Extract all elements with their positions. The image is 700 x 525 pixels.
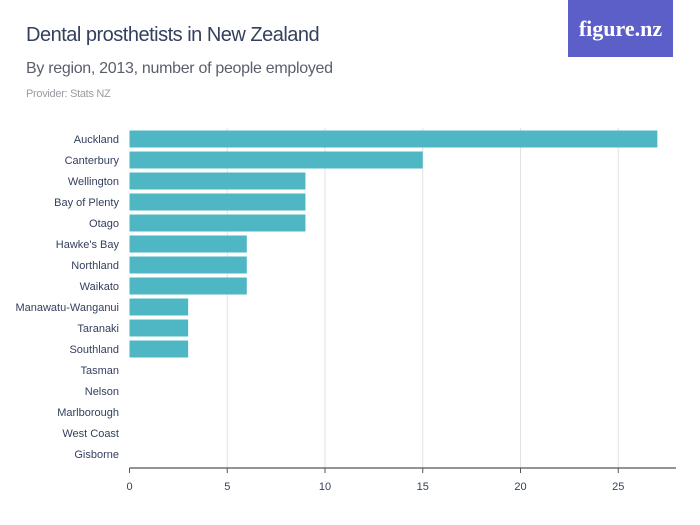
bar-hawke-s-bay — [129, 235, 247, 253]
x-tick-label: 10 — [319, 481, 331, 493]
bar-auckland — [129, 130, 658, 148]
category-label: Nelson — [85, 386, 119, 398]
bar-wellington — [129, 172, 306, 190]
provider-label: Provider: Stats NZ — [26, 88, 111, 100]
category-label: Auckland — [74, 134, 119, 146]
bar-southland — [129, 340, 189, 358]
chart-subtitle: By region, 2013, number of people employ… — [26, 60, 333, 77]
category-label: Taranaki — [77, 323, 119, 335]
category-label: Gisborne — [74, 449, 119, 461]
bar-waikato — [129, 277, 247, 295]
category-label: Marlborough — [57, 407, 119, 419]
x-tick-label: 5 — [224, 481, 230, 493]
bar-otago — [129, 214, 306, 232]
category-label: Tasman — [80, 365, 119, 377]
bar-bay-of-plenty — [129, 193, 306, 211]
figure-nz-logo[interactable]: figure.nz — [568, 0, 673, 57]
category-label: Bay of Plenty — [54, 197, 119, 209]
bar-canterbury — [129, 151, 423, 169]
bar-taranaki — [129, 319, 189, 337]
category-label: Wellington — [68, 176, 119, 188]
bar-northland — [129, 256, 247, 274]
category-label: Otago — [89, 218, 119, 230]
category-label: Northland — [71, 260, 119, 272]
bar-manawatu-wanganui — [129, 298, 189, 316]
x-tick-label: 15 — [417, 481, 429, 493]
x-tick-label: 25 — [612, 481, 624, 493]
category-label: Southland — [69, 344, 119, 356]
category-label: Manawatu-Wanganui — [15, 302, 119, 314]
category-label: Waikato — [80, 281, 119, 293]
x-tick-label: 0 — [126, 481, 132, 493]
chart-title: Dental prosthetists in New Zealand — [26, 24, 320, 46]
category-label: Canterbury — [65, 155, 120, 167]
category-label: West Coast — [62, 428, 119, 440]
x-tick-label: 20 — [514, 481, 526, 493]
category-label: Hawke's Bay — [56, 239, 120, 251]
